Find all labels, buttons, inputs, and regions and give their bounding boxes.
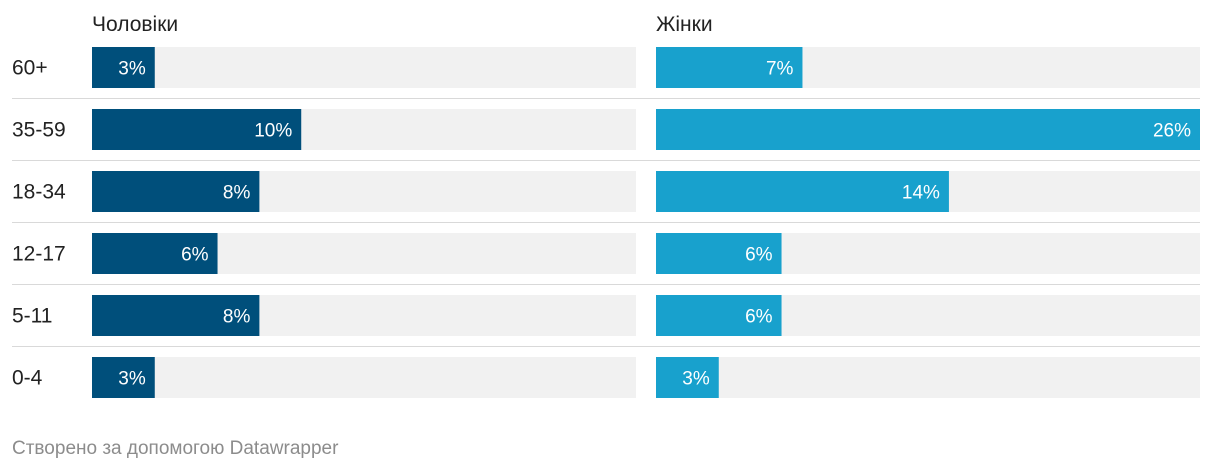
- men-value-label: 3%: [118, 59, 146, 80]
- women-value-label: 6%: [745, 307, 773, 328]
- bar-track: [92, 47, 636, 88]
- men-value-label: 10%: [254, 121, 292, 142]
- women-value-label: 6%: [745, 245, 773, 266]
- men-bar: [92, 109, 302, 150]
- category-label: 35-59: [12, 119, 66, 142]
- category-label: 0-4: [12, 367, 43, 390]
- category-label: 60+: [12, 57, 48, 80]
- men-bar: [92, 171, 260, 212]
- men-value-label: 6%: [181, 245, 209, 266]
- panel-title-men: Чоловіки: [92, 13, 178, 36]
- women-bar: [656, 47, 803, 88]
- footer-credit: Створено за допомогою Datawrapper: [12, 438, 339, 459]
- women-bar: [656, 233, 782, 274]
- bar-track: [92, 357, 636, 398]
- panel-title-women: Жінки: [656, 13, 713, 36]
- men-bar: [92, 357, 155, 398]
- category-label: 18-34: [12, 181, 66, 204]
- women-bar: [656, 171, 949, 212]
- women-value-label: 14%: [902, 183, 940, 204]
- men-value-label: 3%: [118, 369, 146, 390]
- men-value-label: 8%: [223, 183, 251, 204]
- men-bar: [92, 233, 218, 274]
- women-bar: [656, 295, 782, 336]
- women-bar: [656, 109, 1200, 150]
- bar-track: [656, 357, 1200, 398]
- women-value-label: 26%: [1153, 121, 1191, 142]
- women-value-label: 7%: [766, 59, 794, 80]
- women-bar: [656, 357, 719, 398]
- men-bar: [92, 295, 260, 336]
- women-value-label: 3%: [682, 369, 710, 390]
- category-label: 12-17: [12, 243, 66, 266]
- men-value-label: 8%: [223, 307, 251, 328]
- men-bar: [92, 47, 155, 88]
- category-label: 5-11: [12, 305, 52, 328]
